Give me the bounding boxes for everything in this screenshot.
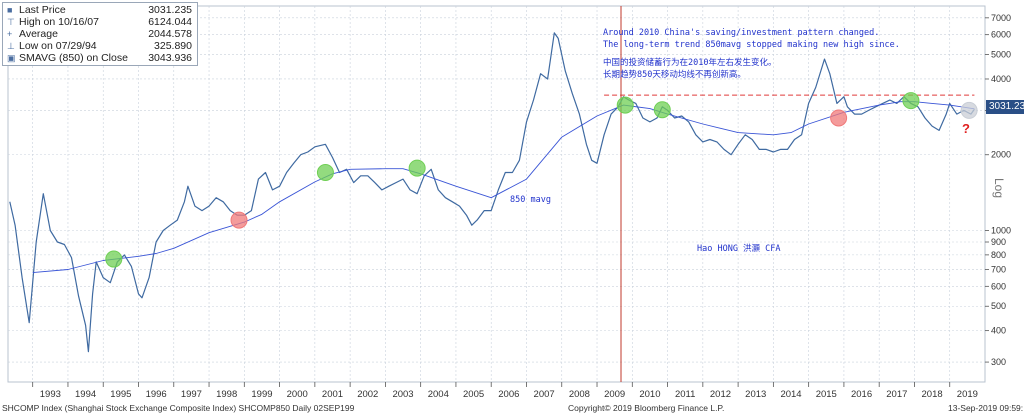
x-tick-label: 2007 (534, 389, 555, 400)
legend-row-high: ⊤ High on 10/16/07 6124.044 (7, 16, 195, 28)
x-tick-label: 2000 (287, 389, 308, 400)
x-tick-label: 2014 (780, 389, 801, 400)
legend-symbol: ■ (7, 5, 13, 15)
annotation-en-line1: Around 2010 China's saving/investment pa… (603, 28, 880, 38)
legend-symbol: ⊥ (7, 41, 15, 51)
marker-green-circle (316, 164, 334, 182)
legend-row-smavg: ▣ SMAVG (850) on Close 3043.936 (7, 52, 195, 64)
y-tick-label: 2000 (991, 150, 1011, 160)
x-tick-label: 2006 (498, 389, 519, 400)
price-series-line (9, 32, 975, 353)
x-tick-label: 1997 (181, 389, 202, 400)
footer-timestamp: 13-Sep-2019 09:59: (948, 403, 1024, 413)
last-price-tag: 3031.23 (986, 100, 1024, 114)
legend-symbol: ⊤ (7, 17, 15, 27)
x-tick-label: 2010 (639, 389, 660, 400)
x-tick-label: 1995 (110, 389, 131, 400)
y-tick-label: 300 (991, 357, 1006, 367)
annotation-cn-line1: 中国的投资储蓄行为在2010年左右发生变化。 (603, 58, 777, 68)
marker-gray-circle (960, 101, 978, 119)
x-tick-label: 2009 (604, 389, 625, 400)
y-tick-label: 7000 (991, 13, 1011, 23)
x-tick-label: 2003 (392, 389, 413, 400)
marker-green-circle (105, 250, 123, 268)
x-tick-label: 1993 (40, 389, 61, 400)
marker-green-circle (653, 101, 671, 119)
question-mark: ? (962, 121, 970, 136)
x-tick-label: 2018 (922, 389, 943, 400)
log-axis-title: Log (992, 178, 1006, 199)
x-tick-label: 2019 (957, 389, 978, 400)
legend-box: ■ Last Price 3031.235 ⊤ High on 10/16/07… (2, 2, 198, 66)
x-tick-label: 1994 (75, 389, 96, 400)
legend-symbol: + (7, 29, 13, 39)
y-tick-label: 700 (991, 264, 1006, 274)
legend-row-average: + Average 2044.578 (7, 28, 195, 40)
y-tick-label: 500 (991, 301, 1006, 311)
marker-red-circle (830, 109, 848, 127)
marker-green-circle (902, 92, 920, 110)
grid-lines (7, 5, 986, 383)
x-tick-label: 2001 (322, 389, 343, 400)
legend-label: Average (19, 28, 58, 40)
x-tick-label: 1996 (146, 389, 167, 400)
y-tick-label: 4000 (991, 74, 1011, 84)
legend-value: 2044.578 (148, 28, 192, 40)
x-tick-label: 2002 (357, 389, 378, 400)
x-tick-label: 2005 (463, 389, 484, 400)
y-tick-label: 800 (991, 250, 1006, 260)
legend-label: Last Price (19, 4, 66, 16)
x-tick-label: 1998 (216, 389, 237, 400)
mavg-series-line (32, 101, 975, 274)
annotation-cn-line2: 长期趋势850天移动均线不再创新高。 (603, 70, 746, 80)
y-tick-label: 400 (991, 326, 1006, 336)
legend-value: 3031.235 (148, 4, 192, 16)
author-label: Hao HONG 洪灝 CFA (697, 244, 781, 254)
footer-copyright: Copyright© 2019 Bloomberg Finance L.P. (568, 403, 725, 413)
markers (105, 92, 978, 268)
legend-label: SMAVG (850) on Close (19, 52, 128, 64)
x-axis-ticks: 1993 1994 1995 1996 1997 1998 1999 2000 2001 2002… (32, 382, 978, 400)
legend-row-low: ⊥ Low on 07/29/94 325.890 (7, 40, 195, 52)
x-tick-label: 1999 (251, 389, 272, 400)
annotation-en-line2: The long-term trend 850mavg stopped maki… (603, 40, 900, 50)
legend-label: Low on 07/29/94 (19, 40, 97, 52)
y-tick-label: 600 (991, 281, 1006, 291)
marker-red-circle (230, 211, 248, 229)
x-tick-label: 2013 (745, 389, 766, 400)
series-lines (9, 32, 975, 353)
y-tick-label: 5000 (991, 50, 1011, 60)
y-tick-label: 1000 (991, 225, 1011, 235)
x-tick-label: 2016 (851, 389, 872, 400)
y-tick-label: 900 (991, 237, 1006, 247)
legend-value: 325.890 (154, 40, 192, 52)
legend-row-last-price: ■ Last Price 3031.235 (7, 4, 195, 16)
y-tick-label: 6000 (991, 30, 1011, 40)
legend-symbol: ▣ (7, 53, 16, 63)
plot-frame (7, 5, 986, 383)
x-tick-label: 2011 (675, 389, 695, 400)
x-tick-label: 2017 (886, 389, 907, 400)
x-tick-label: 2015 (816, 389, 837, 400)
x-tick-label: 2004 (428, 389, 449, 400)
legend-value: 3043.936 (148, 52, 192, 64)
x-tick-label: 2008 (569, 389, 590, 400)
marker-green-circle (408, 159, 426, 177)
x-tick-label: 2012 (710, 389, 731, 400)
footer-source: SHCOMP Index (Shanghai Stock Exchange Co… (2, 403, 355, 413)
marker-green-circle (616, 96, 634, 114)
legend-value: 6124.044 (148, 16, 192, 28)
mavg-label: 850 mavg (510, 195, 551, 205)
legend-label: High on 10/16/07 (19, 16, 99, 28)
